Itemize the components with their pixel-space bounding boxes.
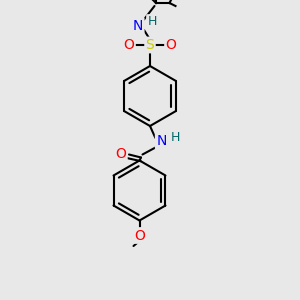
- Text: O: O: [124, 38, 134, 52]
- Text: O: O: [116, 148, 126, 161]
- Text: H: H: [147, 15, 157, 28]
- Text: H: H: [171, 131, 180, 144]
- Text: N: N: [133, 19, 143, 32]
- Text: O: O: [134, 229, 145, 242]
- Text: S: S: [146, 38, 154, 52]
- Text: N: N: [156, 134, 167, 148]
- Text: O: O: [166, 38, 176, 52]
